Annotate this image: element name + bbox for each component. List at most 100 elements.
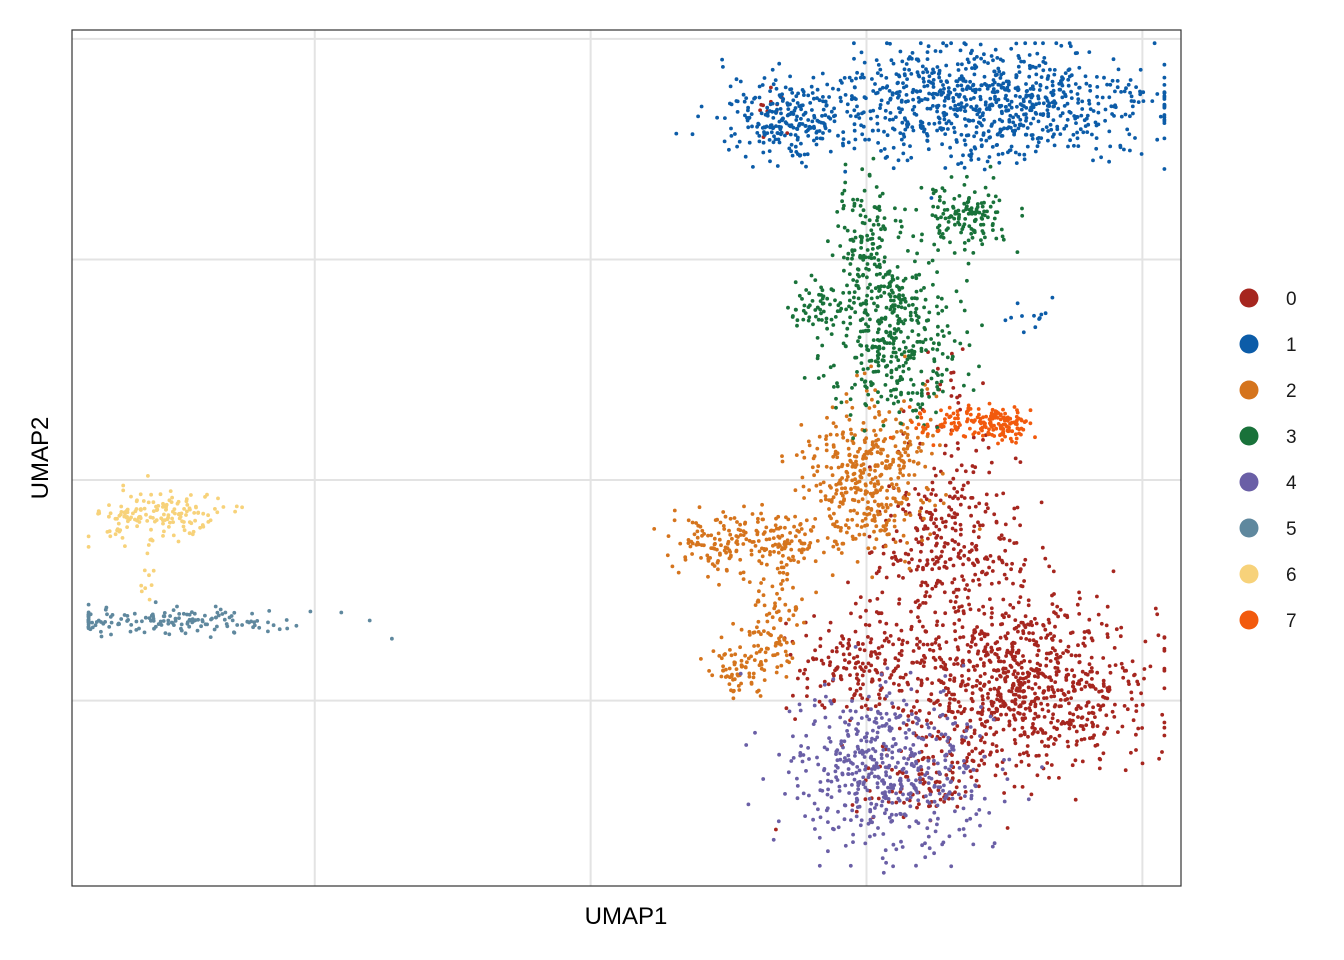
data-point-cluster-3 [845, 256, 850, 261]
data-point-cluster-3 [894, 387, 898, 392]
data-point-cluster-3 [842, 188, 847, 193]
data-point-cluster-0 [918, 661, 923, 665]
data-point-cluster-0 [1001, 597, 1006, 602]
data-point-cluster-4 [898, 811, 903, 816]
data-point-cluster-2 [768, 552, 772, 557]
data-point-cluster-0 [1074, 742, 1079, 747]
data-point-cluster-4 [962, 763, 966, 768]
data-point-cluster-2 [833, 449, 838, 454]
data-point-cluster-4 [918, 780, 923, 785]
data-point-cluster-3 [871, 338, 876, 342]
data-point-cluster-0 [892, 668, 897, 673]
data-point-cluster-1 [1087, 50, 1092, 54]
data-point-cluster-5 [143, 615, 148, 620]
data-point-cluster-0 [863, 622, 868, 627]
data-point-cluster-3 [813, 278, 818, 282]
data-point-cluster-2 [800, 450, 805, 454]
data-point-cluster-0 [953, 600, 958, 604]
data-point-cluster-4 [870, 767, 874, 771]
data-point-cluster-0 [860, 673, 865, 678]
data-point-cluster-3 [882, 216, 887, 221]
data-point-cluster-0 [803, 667, 807, 672]
data-point-cluster-2 [861, 421, 866, 425]
data-point-cluster-0 [1011, 581, 1015, 586]
data-point-cluster-2 [870, 518, 875, 523]
data-point-cluster-4 [838, 715, 843, 720]
data-point-cluster-4 [945, 776, 950, 781]
data-point-cluster-1 [1155, 92, 1160, 96]
data-point-cluster-4 [925, 826, 930, 831]
data-point-cluster-0 [1002, 615, 1006, 620]
data-point-cluster-0 [1066, 690, 1071, 695]
data-point-cluster-1 [1037, 317, 1041, 321]
data-point-cluster-2 [888, 503, 893, 507]
data-point-cluster-4 [776, 819, 781, 824]
data-point-cluster-4 [761, 777, 766, 781]
data-point-cluster-1 [990, 82, 995, 87]
data-point-cluster-1 [1061, 76, 1065, 81]
data-point-cluster-0 [1033, 616, 1037, 621]
data-point-cluster-5 [203, 613, 207, 618]
data-point-cluster-1 [729, 134, 734, 138]
data-point-cluster-0 [891, 705, 896, 709]
data-point-cluster-0 [1022, 562, 1026, 567]
data-point-cluster-0 [1015, 505, 1020, 510]
data-point-cluster-1 [1066, 83, 1071, 88]
data-point-cluster-1 [1007, 102, 1012, 107]
data-point-cluster-4 [884, 773, 889, 778]
data-point-cluster-0 [1032, 716, 1036, 721]
data-point-cluster-5 [257, 625, 262, 630]
data-point-cluster-0 [793, 717, 797, 721]
data-point-cluster-1 [1060, 95, 1065, 100]
data-point-cluster-4 [909, 750, 914, 755]
data-point-cluster-1 [852, 41, 856, 46]
data-point-cluster-0 [978, 523, 982, 528]
data-point-cluster-2 [751, 630, 756, 635]
data-point-cluster-2 [845, 463, 850, 468]
data-point-cluster-6 [198, 525, 203, 530]
data-point-cluster-3 [824, 316, 829, 321]
data-point-cluster-2 [875, 509, 880, 514]
data-point-cluster-3 [973, 219, 977, 224]
data-point-cluster-2 [761, 532, 766, 536]
data-point-cluster-1 [812, 138, 816, 143]
data-point-cluster-0 [1056, 688, 1060, 693]
data-point-cluster-0 [1162, 686, 1167, 691]
data-point-cluster-1 [794, 150, 799, 154]
data-point-cluster-0 [1132, 672, 1137, 677]
data-point-cluster-2 [851, 472, 856, 477]
data-point-cluster-3 [934, 371, 939, 375]
data-point-cluster-1 [962, 165, 967, 170]
data-point-cluster-0 [949, 378, 953, 383]
data-point-cluster-0 [949, 507, 954, 512]
data-point-cluster-0 [858, 693, 863, 697]
data-point-cluster-1 [995, 56, 1000, 60]
data-point-cluster-2 [877, 503, 881, 508]
data-point-cluster-0 [951, 370, 956, 375]
data-point-cluster-1 [1024, 118, 1028, 123]
data-point-cluster-2 [831, 454, 836, 459]
data-point-cluster-3 [891, 350, 896, 355]
data-point-cluster-3 [915, 391, 920, 395]
data-point-cluster-3 [848, 321, 853, 326]
data-point-cluster-1 [1067, 109, 1072, 114]
data-point-cluster-1 [768, 159, 772, 164]
data-point-cluster-0 [901, 771, 905, 775]
data-point-cluster-2 [887, 465, 892, 470]
data-point-cluster-1 [1058, 132, 1063, 137]
data-point-cluster-3 [937, 198, 942, 203]
data-point-cluster-0 [901, 576, 905, 580]
data-point-cluster-0 [839, 677, 844, 682]
data-point-cluster-1 [1017, 56, 1022, 60]
data-point-cluster-3 [835, 210, 840, 214]
data-point-cluster-2 [751, 671, 756, 676]
data-point-cluster-4 [837, 784, 842, 789]
data-point-cluster-4 [943, 753, 947, 758]
data-point-cluster-4 [900, 845, 905, 849]
data-point-cluster-2 [793, 608, 798, 612]
data-point-cluster-1 [1034, 81, 1039, 85]
data-point-cluster-1 [867, 137, 871, 142]
data-point-cluster-0 [928, 698, 933, 703]
data-point-cluster-1 [942, 86, 946, 91]
data-point-cluster-2 [903, 559, 907, 564]
